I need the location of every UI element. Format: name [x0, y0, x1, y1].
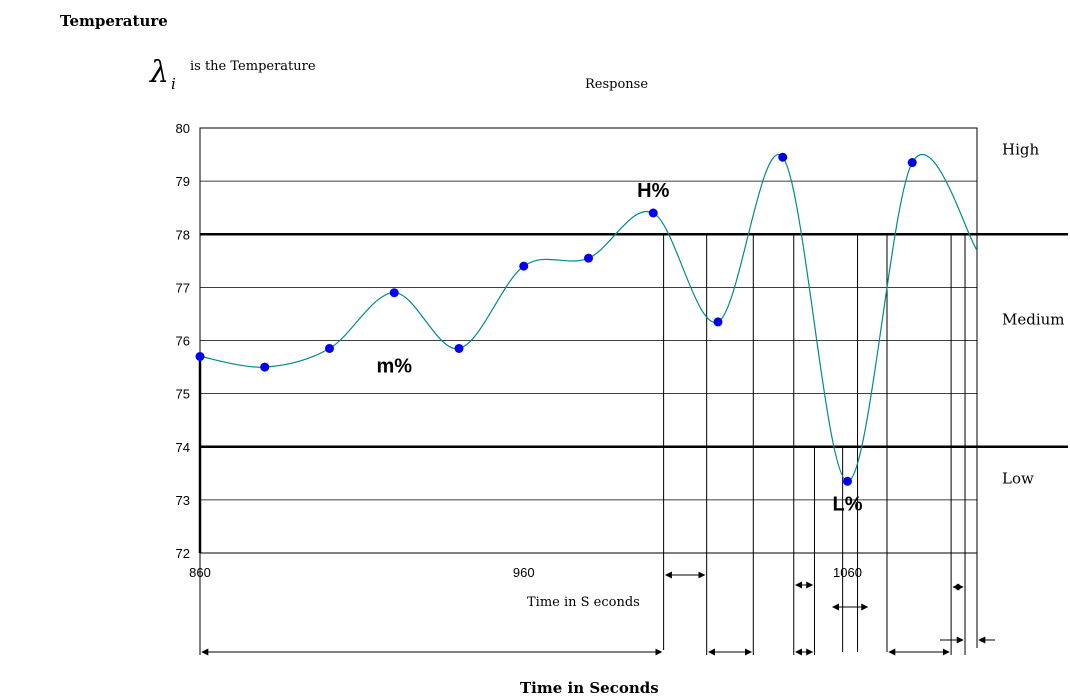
annotation-m-percent: m% [376, 355, 412, 377]
data-point [648, 208, 658, 218]
y-tick-label: 72 [176, 546, 190, 561]
series-points [195, 152, 917, 486]
data-point [454, 343, 464, 353]
y-tick-label: 79 [176, 174, 190, 189]
band-label-low: Low [1002, 470, 1034, 488]
data-point [907, 158, 917, 168]
data-point [260, 362, 270, 372]
chart-subtitle: Response [585, 77, 648, 92]
annotations: m% H% L% [376, 180, 862, 515]
bottom-axis-label: Time in Seconds [520, 679, 659, 697]
drop-lines [199, 234, 978, 655]
band-label-medium: Medium [1002, 310, 1065, 328]
legend-note-text: is the Temperature [190, 59, 316, 74]
data-point [519, 261, 529, 271]
annotation-h-percent: H% [637, 180, 669, 202]
threshold-lines [200, 233, 1068, 448]
annotation-l-percent: L% [833, 494, 863, 516]
data-point [778, 152, 788, 162]
data-point [843, 476, 852, 486]
band-label-high: High [1002, 140, 1039, 158]
lambda-subscript: i [171, 75, 176, 93]
y-tick-label: 76 [176, 334, 190, 349]
x-axis-label: Time in S econds [527, 595, 640, 610]
x-tick-label: 960 [513, 565, 535, 580]
data-point [325, 343, 334, 353]
lambda-symbol: λ [149, 55, 169, 90]
y-tick-label: 75 [176, 387, 190, 402]
data-point [389, 288, 399, 298]
x-tick-labels: 860 960 1060 [189, 565, 862, 580]
data-point [195, 351, 205, 361]
series-line [199, 153, 978, 482]
data-point [584, 253, 593, 263]
data-point [713, 317, 723, 327]
y-tick-label: 74 [176, 440, 190, 455]
y-tick-labels: 72 73 74 75 76 77 78 79 80 [176, 121, 190, 561]
x-tick-label: 1060 [833, 565, 862, 580]
y-tick-label: 73 [176, 493, 190, 508]
band-labels: High Medium Low [1002, 140, 1065, 487]
chart-title: Temperature [60, 12, 168, 30]
y-tick-label: 78 [176, 227, 190, 242]
y-tick-label: 80 [176, 121, 190, 136]
y-tick-label: 77 [176, 280, 190, 295]
interval-arrows [201, 571, 995, 656]
